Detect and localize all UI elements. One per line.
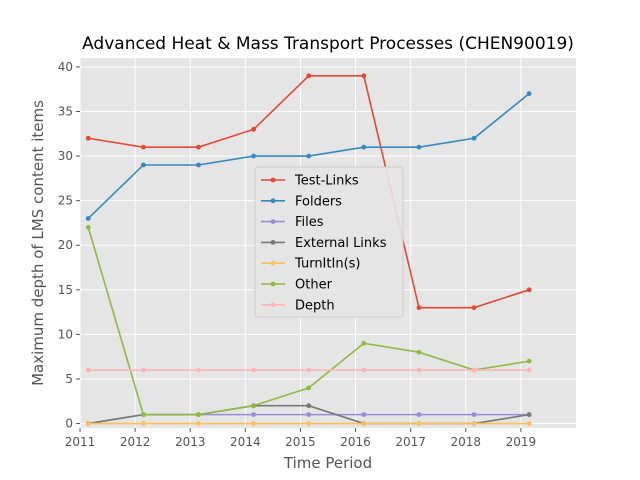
legend-box	[254, 166, 404, 318]
data-point	[416, 412, 422, 418]
data-point	[196, 162, 201, 168]
x-tick-label: 2011	[65, 435, 96, 449]
legend-label: Depth	[295, 298, 335, 313]
y-tick-label: 25	[58, 194, 73, 208]
data-point	[416, 421, 422, 426]
legend-label: Test-Links	[294, 174, 359, 189]
data-point	[306, 403, 312, 409]
legend-marker	[270, 240, 276, 245]
x-tick-label: 2016	[340, 435, 371, 449]
series-lines	[85, 73, 532, 426]
data-point	[526, 287, 532, 293]
data-point	[196, 421, 201, 426]
data-point	[526, 358, 532, 364]
x-tick-label: 2018	[451, 435, 482, 449]
data-point	[361, 367, 367, 373]
data-point	[251, 153, 256, 159]
legend: Test-Links Folders Files External Links Turn…	[254, 166, 404, 318]
data-point	[526, 91, 532, 97]
y-tick-label: 30	[58, 149, 73, 163]
data-point	[140, 367, 146, 373]
data-point	[306, 412, 312, 418]
data-point	[306, 385, 312, 391]
data-point	[251, 403, 256, 409]
y-tick-label: 15	[58, 283, 73, 297]
axis-ticks: 2011 2012 2013 2014 2015 2016 2017 2018 20190510…	[58, 60, 536, 449]
y-tick-label: 10	[58, 327, 73, 341]
data-point	[361, 340, 367, 346]
data-point	[306, 367, 312, 373]
data-point	[416, 305, 422, 311]
legend-marker	[270, 219, 276, 225]
y-tick-label: 20	[58, 238, 73, 252]
data-point	[306, 73, 312, 79]
legend-marker	[270, 281, 276, 287]
legend-label: External Links	[295, 236, 387, 251]
x-tick-label: 2015	[285, 435, 316, 449]
data-point	[306, 421, 312, 426]
data-point	[306, 153, 312, 159]
legend-marker	[270, 302, 276, 308]
legend-label: Folders	[295, 194, 342, 209]
data-point	[140, 144, 146, 150]
legend-label: Files	[295, 215, 324, 230]
data-point	[85, 421, 91, 426]
data-point	[251, 367, 256, 373]
legend-marker	[270, 198, 276, 204]
data-point	[361, 73, 367, 79]
data-point	[196, 367, 201, 373]
data-point	[416, 367, 422, 373]
data-point	[526, 421, 532, 426]
y-tick-label: 5	[65, 372, 73, 386]
x-tick-label: 2012	[120, 435, 151, 449]
data-point	[140, 162, 146, 168]
data-point	[196, 412, 201, 418]
data-point	[85, 135, 91, 141]
x-tick-label: 2013	[175, 435, 206, 449]
data-point	[416, 349, 422, 355]
y-tick-label: 35	[58, 104, 73, 118]
data-point	[196, 144, 201, 150]
data-point	[471, 367, 477, 373]
data-point	[526, 412, 532, 418]
chart-title: Advanced Heat & Mass Transport Processes…	[82, 34, 574, 54]
legend-label: Other	[295, 278, 333, 293]
data-point	[85, 224, 91, 230]
x-tick-label: 2017	[395, 435, 426, 449]
data-point	[85, 216, 91, 221]
legend-label: TurnItIn(s)	[294, 257, 360, 272]
data-point	[471, 135, 477, 141]
legend-marker	[270, 177, 276, 183]
legend-marker	[270, 260, 276, 266]
data-point	[140, 421, 146, 426]
data-point	[471, 305, 477, 311]
data-point	[361, 412, 367, 418]
y-tick-label: 40	[58, 60, 73, 74]
data-point	[416, 144, 422, 150]
data-point	[140, 412, 146, 418]
data-point	[361, 421, 367, 426]
y-tick-label: 0	[65, 417, 73, 431]
data-point	[251, 126, 256, 132]
data-point	[526, 367, 532, 373]
data-point	[471, 412, 477, 418]
x-tick-label: 2019	[506, 435, 537, 449]
y-axis-label: Maximum depth of LMS content items	[29, 100, 47, 386]
data-point	[85, 367, 91, 373]
data-point	[251, 421, 256, 426]
data-point	[251, 412, 256, 418]
x-axis-label: Time Period	[283, 454, 372, 472]
data-point	[471, 421, 477, 426]
x-tick-label: 2014	[230, 435, 261, 449]
data-point	[361, 144, 367, 150]
